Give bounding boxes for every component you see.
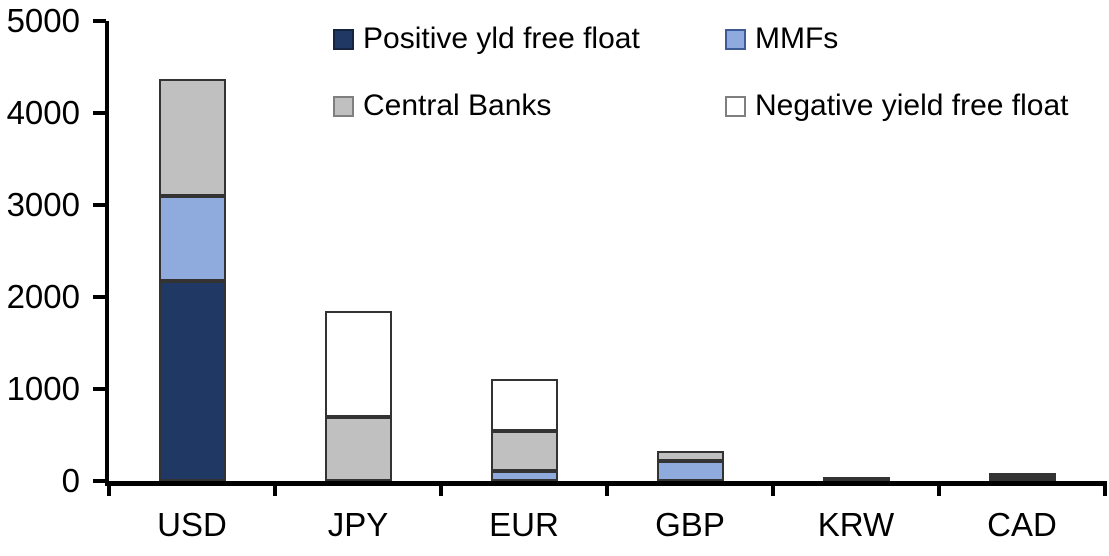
x-axis-tick-mark [605,481,609,496]
bar-segment-jpy-negative-yield-free-float [324,311,392,417]
bar-segment-jpy-central-banks [324,416,392,481]
bar-segment-krw-positive-yld-free-float [822,476,890,481]
plot-area [93,19,1105,483]
bar-segment-eur-mmfs [490,470,558,481]
bar-krw [822,476,890,481]
bar-gbp [656,451,724,481]
x-axis-tick-mark [771,481,775,496]
bar-segment-cad-positive-yld-free-float [988,477,1056,481]
x-axis-category-label: GBP [655,506,725,543]
bar-jpy [324,311,392,481]
y-axis-tick-label: 3000 [6,186,80,223]
bar-cad [988,473,1056,481]
legend-label: MMFs [755,22,839,55]
x-axis-tick-mark [273,481,277,496]
y-axis-tick-mark [93,111,106,115]
y-axis-tick-mark [93,479,106,483]
legend-label: Negative yield free float [755,89,1069,122]
bar-segment-gbp-central-banks [656,451,724,461]
x-axis-category-label: EUR [489,506,559,543]
y-axis-tick-label: 2000 [6,278,80,315]
x-axis-category-label: JPY [327,506,389,543]
x-axis-category-label: KRW [817,506,895,543]
legend-item-negative-yield-free-float: Negative yield free float [725,91,1069,121]
legend-marker-central-banks [333,95,354,117]
bar-segment-eur-negative-yield-free-float [490,378,558,431]
bar-segment-cad-central-banks [988,473,1056,477]
x-axis-category-label: USD [157,506,227,543]
bar-segment-usd-central-banks [158,79,226,196]
y-axis-tick-label: 4000 [6,94,80,131]
legend-label: Positive yld free float [363,22,640,55]
legend-marker-mmfs [725,28,746,50]
y-axis-tick-mark [93,19,106,23]
legend-marker-negative-yield-free-float [725,95,746,117]
legend-label: Central Banks [363,89,552,122]
bar-segment-usd-mmfs [158,195,226,282]
bar-segment-eur-central-banks [490,430,558,471]
legend-item-mmfs: MMFs [725,24,838,54]
bar-eur [490,378,558,481]
x-axis-tick-mark [107,481,111,496]
x-axis-tick-mark [937,481,941,496]
bar-segment-usd-positive-yld-free-float [158,281,226,481]
y-axis-tick-mark [93,203,106,207]
bar-segment-gbp-mmfs [656,460,724,481]
y-axis-line [105,21,109,486]
y-axis-tick-mark [93,387,106,391]
y-axis-tick-mark [93,295,106,299]
legend-marker-positive-yld-free-float [333,28,354,50]
y-axis-tick-label: 5000 [6,2,80,39]
legend-item-positive-yld-free-float: Positive yld free float [333,24,640,54]
y-axis-tick-label: 1000 [6,370,80,407]
bar-usd [158,79,226,481]
legend-item-central-banks: Central Banks [333,91,551,121]
x-axis-category-label: CAD [987,506,1057,543]
x-axis-tick-mark [439,481,443,496]
y-axis-tick-label: 0 [61,462,80,499]
x-axis-tick-mark [1103,481,1107,496]
